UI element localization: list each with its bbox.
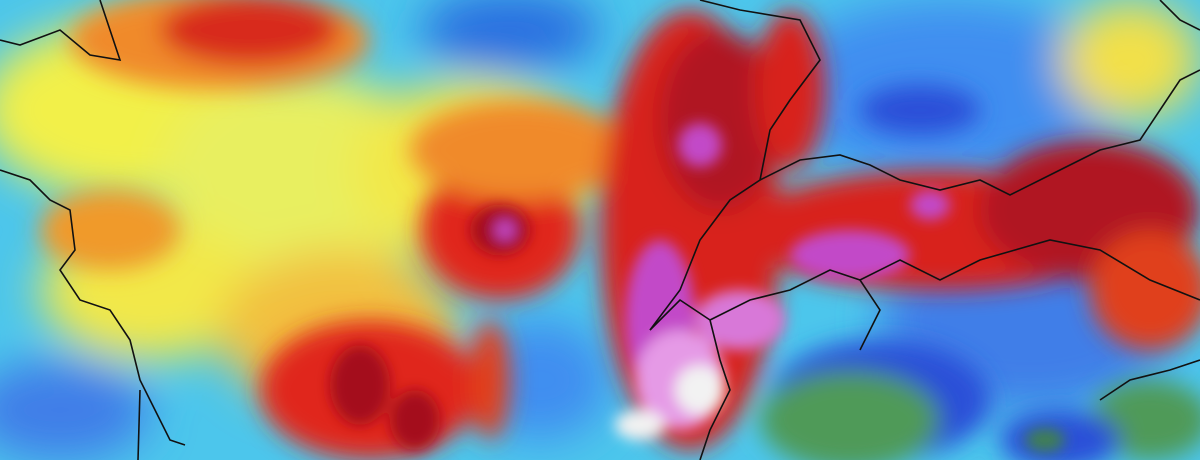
map-canvas (0, 0, 1200, 460)
precipitation-map (0, 0, 1200, 460)
country-borders (0, 0, 1200, 460)
